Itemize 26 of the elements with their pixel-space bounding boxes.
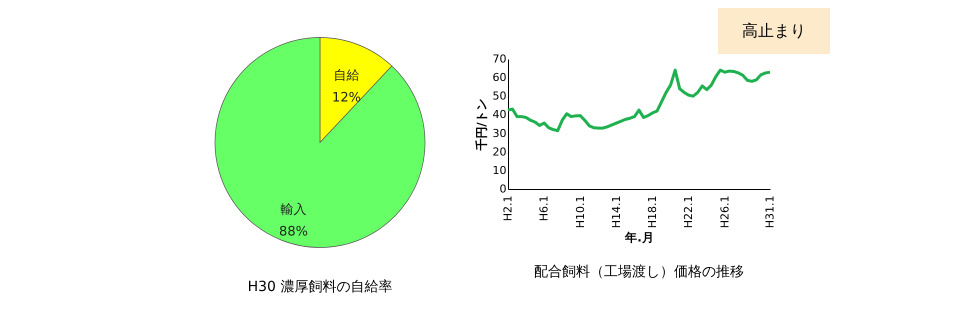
slice-label: 自給 (334, 68, 360, 84)
y-tick-label: 10 (492, 164, 506, 177)
x-tick-label: H31.1 (764, 196, 776, 228)
x-tick-label: H2.1 (502, 196, 514, 222)
text: H30 濃厚飼料の自給率 (248, 279, 392, 295)
x-tick-label: H18.1 (646, 196, 660, 228)
x-tick-label: H6.1 (538, 196, 551, 222)
text: 高止まり (718, 8, 830, 54)
y-tick-label: 50 (492, 90, 506, 103)
slice-label: 輸入 (280, 202, 306, 218)
data-label: 12% (332, 90, 361, 106)
y-tick-label: 60 (492, 71, 506, 84)
x-tick-label: H22.1 (682, 196, 696, 228)
y-axis-title: 千円/トン (474, 98, 489, 152)
data-label: 88% (279, 224, 308, 240)
y-tick-label: 20 (492, 145, 506, 158)
y-tick-label: 30 (492, 126, 506, 140)
y-tick-label: 0 (500, 182, 506, 196)
text: 配合飼料（工場渡し）価格の推移 (534, 264, 744, 280)
x-tick-label: H14.1 (610, 196, 623, 228)
x-tick-label: H26.1 (718, 196, 732, 228)
x-tick-label: H10.1 (574, 196, 587, 228)
line-series (506, 68, 772, 132)
y-tick-label: 70 (492, 52, 506, 66)
x-axis-title: 年.月 (624, 230, 654, 244)
y-tick-label: 40 (492, 108, 506, 122)
